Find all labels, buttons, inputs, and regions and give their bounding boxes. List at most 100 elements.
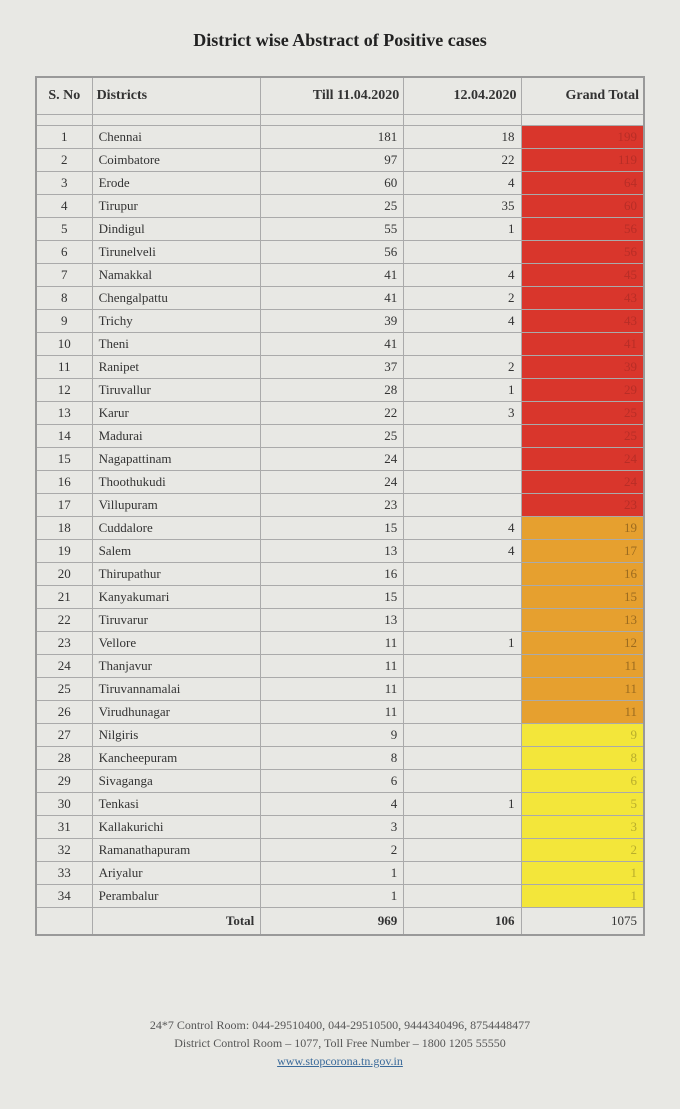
cell-sno: 13 [36, 402, 92, 425]
cell-till: 1 [261, 862, 404, 885]
cell-sno: 31 [36, 816, 92, 839]
total-label: Total [92, 908, 261, 936]
header-row: S. No Districts Till 11.04.2020 12.04.20… [36, 77, 644, 115]
total-day: 106 [404, 908, 521, 936]
header-till: Till 11.04.2020 [261, 77, 404, 115]
cell-day: 35 [404, 195, 521, 218]
cell-till: 25 [261, 425, 404, 448]
cell-sno: 24 [36, 655, 92, 678]
header-day: 12.04.2020 [404, 77, 521, 115]
cell-till: 13 [261, 609, 404, 632]
cell-total: 11 [521, 655, 644, 678]
cell-till: 24 [261, 448, 404, 471]
table-row: 9Trichy39443 [36, 310, 644, 333]
cell-total: 5 [521, 793, 644, 816]
cell-sno: 12 [36, 379, 92, 402]
cell-till: 24 [261, 471, 404, 494]
cell-day: 22 [404, 149, 521, 172]
cell-district: Dindigul [92, 218, 261, 241]
cell-total: 8 [521, 747, 644, 770]
table-row: 26Virudhunagar1111 [36, 701, 644, 724]
table-row: 22Tiruvarur1313 [36, 609, 644, 632]
cell-day: 2 [404, 356, 521, 379]
cell-district: Tiruvarur [92, 609, 261, 632]
cell-sno: 27 [36, 724, 92, 747]
cell-district: Trichy [92, 310, 261, 333]
table-row: 32Ramanathapuram22 [36, 839, 644, 862]
cell-district: Thanjavur [92, 655, 261, 678]
table-row: 25Tiruvannamalai1111 [36, 678, 644, 701]
cell-day [404, 724, 521, 747]
cell-day [404, 816, 521, 839]
cell-day: 2 [404, 287, 521, 310]
cell-total: 29 [521, 379, 644, 402]
cell-total: 39 [521, 356, 644, 379]
cell-day: 1 [404, 793, 521, 816]
cell-sno: 1 [36, 126, 92, 149]
table-row: 23Vellore11112 [36, 632, 644, 655]
cell-district: Ramanathapuram [92, 839, 261, 862]
cell-day: 18 [404, 126, 521, 149]
cell-total: 13 [521, 609, 644, 632]
table-row: 28Kancheepuram88 [36, 747, 644, 770]
cell-total: 25 [521, 425, 644, 448]
cell-day: 1 [404, 218, 521, 241]
cell-day [404, 747, 521, 770]
footer-line2: District Control Room – 1077, Toll Free … [35, 1034, 645, 1052]
table-row: 24Thanjavur1111 [36, 655, 644, 678]
footer-line1: 24*7 Control Room: 044-29510400, 044-295… [35, 1016, 645, 1034]
cell-till: 13 [261, 540, 404, 563]
table-row: 19Salem13417 [36, 540, 644, 563]
cell-district: Vellore [92, 632, 261, 655]
cell-district: Thoothukudi [92, 471, 261, 494]
cell-total: 6 [521, 770, 644, 793]
cell-sno: 26 [36, 701, 92, 724]
cell-total: 17 [521, 540, 644, 563]
cell-total: 15 [521, 586, 644, 609]
table-row: 20Thirupathur1616 [36, 563, 644, 586]
cell-sno: 4 [36, 195, 92, 218]
cell-sno: 30 [36, 793, 92, 816]
table-row: 2Coimbatore9722119 [36, 149, 644, 172]
table-body: 1Chennai181181992Coimbatore97221193Erode… [36, 126, 644, 908]
cell-day: 4 [404, 517, 521, 540]
cell-district: Chennai [92, 126, 261, 149]
cell-till: 181 [261, 126, 404, 149]
cell-total: 3 [521, 816, 644, 839]
cell-total: 199 [521, 126, 644, 149]
cell-sno: 7 [36, 264, 92, 287]
table-row: 3Erode60464 [36, 172, 644, 195]
header-sno: S. No [36, 77, 92, 115]
cell-district: Villupuram [92, 494, 261, 517]
cell-till: 56 [261, 241, 404, 264]
cell-sno: 17 [36, 494, 92, 517]
cell-total: 43 [521, 287, 644, 310]
cell-sno: 8 [36, 287, 92, 310]
cell-till: 41 [261, 287, 404, 310]
footer-link[interactable]: www.stopcorona.tn.gov.in [277, 1054, 403, 1068]
cell-day [404, 586, 521, 609]
document-page: District wise Abstract of Positive cases… [0, 0, 680, 1109]
cell-day [404, 678, 521, 701]
cell-till: 23 [261, 494, 404, 517]
table-row: 1Chennai18118199 [36, 126, 644, 149]
table-row: 8Chengalpattu41243 [36, 287, 644, 310]
cell-total: 23 [521, 494, 644, 517]
cell-sno: 28 [36, 747, 92, 770]
cell-district: Cuddalore [92, 517, 261, 540]
cell-district: Erode [92, 172, 261, 195]
cell-till: 60 [261, 172, 404, 195]
spacer-row [36, 115, 644, 126]
cell-day [404, 609, 521, 632]
cell-till: 9 [261, 724, 404, 747]
page-title: District wise Abstract of Positive cases [35, 30, 645, 51]
cell-sno: 20 [36, 563, 92, 586]
cell-sno: 19 [36, 540, 92, 563]
cell-total: 16 [521, 563, 644, 586]
total-grand: 1075 [521, 908, 644, 936]
cell-day: 3 [404, 402, 521, 425]
cell-sno: 11 [36, 356, 92, 379]
cell-district: Chengalpattu [92, 287, 261, 310]
cell-day [404, 425, 521, 448]
cell-district: Karur [92, 402, 261, 425]
